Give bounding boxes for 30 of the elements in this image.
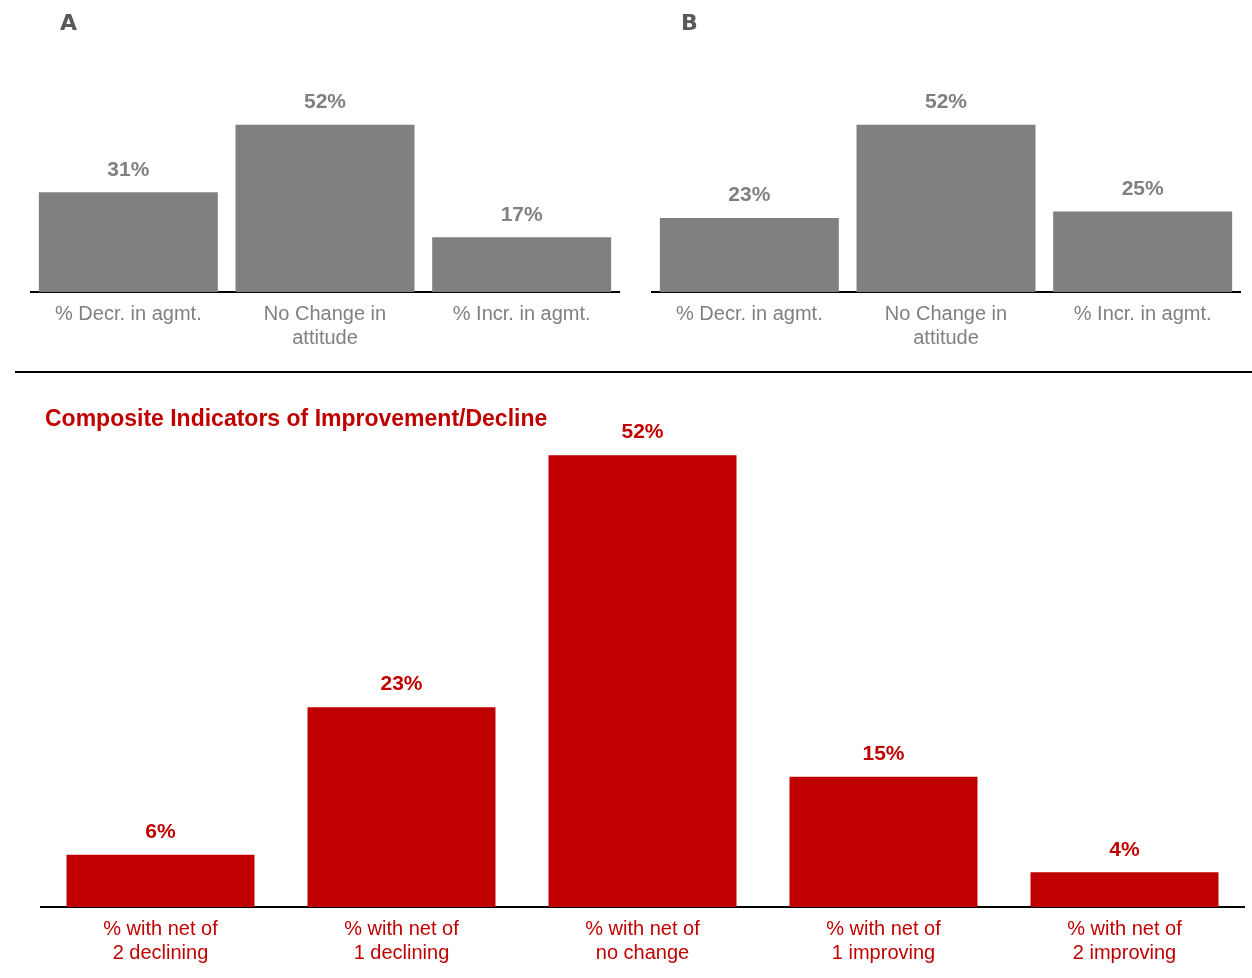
x-tick-label: No Change in attitude (884, 301, 1008, 348)
chart-title: Composite Indicators of Improvement/Decline (45, 405, 548, 432)
chart-title: A (60, 10, 78, 35)
x-tick-label: No Change in attitude (263, 301, 387, 348)
bar (789, 776, 978, 907)
data-label: 23% (380, 671, 423, 695)
data-label: 52% (303, 89, 347, 113)
bar (1030, 872, 1219, 907)
x-tick-label: % with net of no change (585, 916, 701, 963)
x-tick-label: % Decr. in agmt. (675, 301, 823, 324)
data-label: 25% (1121, 175, 1165, 199)
bar (66, 854, 255, 907)
x-tick-label: % with net of 1 declining (344, 916, 460, 963)
chart-title: B (681, 10, 698, 35)
x-tick-label: % with net of 2 declining (103, 916, 219, 963)
bar (307, 707, 496, 907)
x-tick-label: % Decr. in agmt. (54, 301, 202, 324)
data-label: 4% (1109, 836, 1140, 860)
x-tick-label: % with net of 2 improving (1067, 916, 1183, 963)
data-label: 31% (107, 156, 150, 180)
x-tick-label: % with net of 1 improving (826, 916, 942, 963)
data-label: 6% (145, 819, 176, 843)
data-label: 52% (621, 419, 664, 443)
data-label: 52% (924, 89, 968, 113)
x-tick-label: % Incr. in agmt. (452, 301, 591, 324)
data-label: 17% (500, 201, 544, 225)
bar (548, 455, 737, 907)
x-tick-label: % Incr. in agmt. (1073, 301, 1212, 324)
data-label: 23% (728, 182, 771, 206)
data-label: 15% (862, 740, 905, 764)
